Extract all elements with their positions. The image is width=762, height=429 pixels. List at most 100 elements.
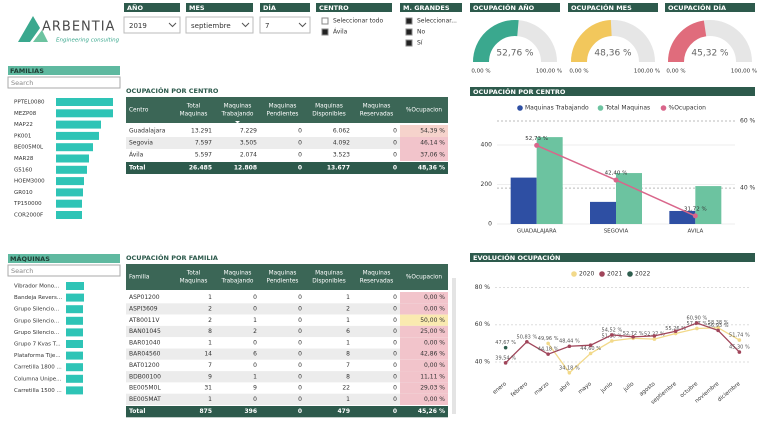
list-bar — [56, 165, 87, 174]
data-label: 54,52 % — [602, 327, 623, 333]
list-item[interactable]: PK001 — [14, 133, 31, 139]
header-label: OCUPACIÓN POR CENTRO — [473, 87, 566, 96]
list-item[interactable]: Plataforma Tije... — [14, 353, 61, 359]
column-header: Centro — [129, 108, 149, 114]
option-label: No — [417, 29, 425, 36]
header-bar — [470, 3, 560, 12]
table-cell: 42,86 % — [420, 351, 445, 358]
dropdown[interactable] — [259, 16, 311, 34]
checkbox[interactable] — [405, 28, 413, 36]
data-label: 60,90 % — [687, 316, 708, 322]
table-cell: BAN01045 — [129, 328, 161, 335]
list-item[interactable]: MEZP08 — [14, 111, 37, 117]
point — [534, 142, 540, 148]
gauge-max: 100,00 % — [536, 69, 562, 75]
table-cell: 1 — [208, 396, 212, 403]
header-label: M. GRANDES — [403, 4, 450, 12]
table-cell: 0 — [393, 339, 397, 346]
point — [692, 213, 698, 219]
list-item[interactable]: BE005M0L — [14, 145, 44, 151]
checkbox[interactable] — [321, 17, 329, 25]
list-item[interactable]: Grupo Silencio... — [14, 318, 59, 324]
list-item[interactable]: Carretilla 1800 ... — [14, 365, 62, 371]
legend-marker — [597, 105, 604, 111]
list-item[interactable]: Vibrador Mono... — [14, 284, 60, 290]
search-box[interactable] — [7, 264, 121, 277]
total-cell: 12.808 — [234, 165, 257, 172]
list-item[interactable]: HOEM3000 — [14, 179, 45, 185]
legend-marker — [660, 105, 667, 111]
list-item[interactable]: Grupo Silencio... — [14, 330, 59, 336]
list-bar — [56, 143, 93, 152]
list-item[interactable]: Grupo Silencio... — [14, 307, 59, 313]
dropdown[interactable] — [123, 16, 181, 34]
gauge-value: 48,36 % — [594, 49, 632, 59]
table-cell: 0 — [298, 396, 302, 403]
data-label: 44,60 % — [580, 346, 601, 352]
list-item[interactable]: PPTEL0080 — [14, 100, 45, 106]
point — [546, 341, 550, 346]
list-item[interactable]: GR010 — [14, 190, 33, 196]
legend-marker — [571, 271, 577, 277]
x-tick-label: AVILA — [687, 229, 703, 235]
total-cell: 396 — [244, 408, 257, 415]
checkbox[interactable] — [405, 39, 413, 47]
total-cell: Total — [129, 165, 145, 172]
column-header: Pendientes — [267, 112, 299, 118]
list-bar — [56, 120, 101, 129]
legend-marker — [517, 105, 523, 111]
column-header: Reservadas — [360, 112, 394, 118]
legend-label: Total Maquinas — [605, 105, 651, 112]
checkbox[interactable] — [405, 17, 413, 25]
table-cell: 0 — [393, 140, 397, 147]
chevron — [241, 22, 250, 28]
search-box[interactable] — [7, 76, 121, 89]
y-tick-label: 40 % — [475, 358, 491, 365]
dropdown-value: septiembre — [191, 22, 231, 30]
data-label: 49,96 % — [538, 336, 559, 342]
scrollbar[interactable] — [452, 278, 456, 414]
chevron — [298, 22, 307, 28]
table-cell: 1 — [208, 294, 212, 301]
list-item[interactable]: Columna Unipe... — [14, 376, 62, 382]
dropdown[interactable] — [185, 16, 254, 34]
header-bar — [260, 3, 310, 12]
header-label: AÑO — [127, 3, 143, 12]
table-cell: 0,00 % — [424, 294, 445, 301]
table-cell: 6 — [346, 328, 350, 335]
header-bar — [470, 87, 755, 96]
data-label: 44,18 % — [538, 347, 559, 353]
list-item[interactable]: Grupo 7 Kvas T... — [14, 342, 61, 348]
list-item[interactable]: G5160 — [14, 167, 33, 173]
list-item[interactable]: Bandeja Revers... — [14, 295, 62, 301]
data-label: 50,83 % — [517, 334, 538, 340]
list-item[interactable]: MAR28 — [14, 156, 34, 162]
table-cell: 0 — [298, 339, 302, 346]
list-item[interactable]: TP150000 — [13, 201, 42, 207]
gauge-max: 100,00 % — [634, 69, 660, 75]
column-header: Total — [186, 271, 201, 277]
table-cell: 0 — [253, 339, 257, 346]
table-header — [126, 97, 448, 123]
sort-indicator — [235, 121, 240, 124]
list-item[interactable]: COR2000F — [14, 213, 43, 219]
table-cell: 9 — [208, 373, 212, 380]
data-label: 58,38 % — [708, 320, 729, 326]
column-header: Familia — [129, 275, 150, 281]
list-item[interactable]: MAP22 — [14, 122, 33, 128]
header-label: EVOLUCIÓN OCUPACIÓN — [473, 253, 560, 262]
legend-marker — [599, 271, 605, 277]
list-bar — [56, 211, 82, 219]
list-bar — [66, 386, 83, 395]
table-cell: 0,00 % — [424, 396, 445, 403]
point — [652, 334, 657, 338]
table-cell: 0 — [253, 396, 257, 403]
table-row — [126, 292, 448, 304]
checkbox[interactable] — [321, 28, 329, 36]
table-cell: 0 — [298, 328, 302, 335]
table-cell: 1 — [253, 373, 257, 380]
table-cell: 2 — [208, 305, 212, 312]
column-header: Trabajando — [221, 279, 254, 285]
list-item[interactable]: Carretilla 1500 ... — [14, 388, 62, 394]
table-cell: ASPI3609 — [129, 305, 158, 312]
